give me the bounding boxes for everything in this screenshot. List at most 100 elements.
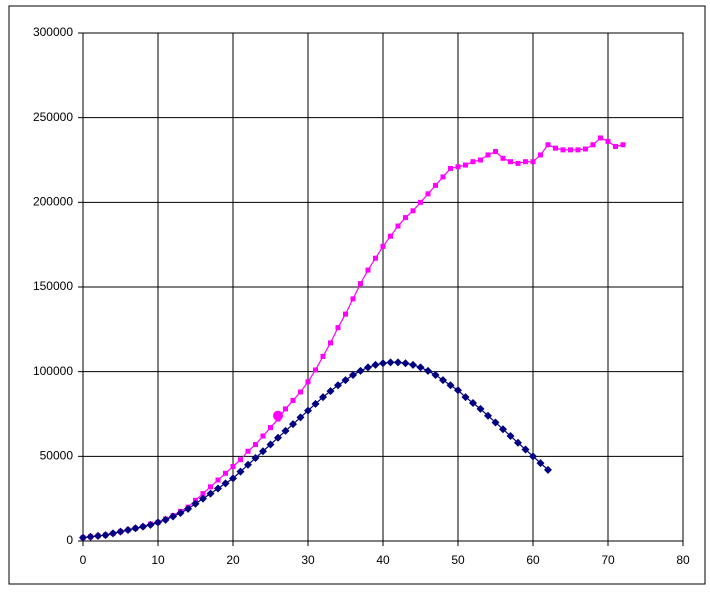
x-tick-label: 30	[301, 553, 315, 567]
marker	[358, 281, 363, 287]
marker	[544, 465, 552, 474]
marker	[469, 398, 477, 407]
marker	[514, 438, 522, 447]
marker	[401, 359, 410, 368]
marker	[251, 454, 260, 463]
marker	[215, 477, 221, 483]
marker	[253, 441, 258, 447]
x-tick-label: 10	[151, 553, 165, 567]
marker	[418, 199, 423, 205]
marker	[373, 255, 378, 261]
marker	[536, 459, 545, 468]
x-tick-label: 60	[526, 553, 540, 567]
marker	[583, 146, 588, 152]
marker	[101, 531, 110, 540]
marker	[560, 147, 566, 153]
marker	[499, 425, 507, 434]
marker	[109, 529, 117, 538]
marker	[448, 165, 453, 171]
marker	[191, 499, 200, 508]
marker	[86, 532, 95, 541]
marker	[424, 366, 432, 375]
marker	[343, 311, 348, 317]
marker	[206, 489, 215, 498]
marker	[320, 353, 326, 359]
marker	[230, 463, 236, 469]
marker	[268, 425, 273, 431]
marker	[94, 531, 102, 540]
marker	[350, 296, 356, 302]
y-tick-label: 300000	[33, 25, 73, 39]
marker	[298, 389, 303, 395]
marker	[214, 484, 222, 493]
marker	[440, 174, 446, 180]
marker	[575, 147, 581, 153]
marker	[508, 159, 513, 165]
marker	[283, 406, 288, 412]
marker	[410, 208, 416, 214]
marker	[463, 162, 468, 168]
y-tick-label: 200000	[33, 195, 73, 209]
marker	[529, 452, 537, 461]
marker	[223, 470, 228, 476]
marker	[238, 457, 243, 463]
plot-border	[82, 32, 684, 542]
marker	[598, 135, 603, 141]
marker	[470, 159, 476, 165]
marker	[245, 448, 251, 454]
marker	[319, 393, 327, 402]
marker	[590, 142, 596, 148]
marker	[365, 267, 371, 273]
marker	[124, 525, 132, 534]
marker	[334, 381, 342, 390]
marker	[386, 358, 395, 367]
marker	[116, 527, 125, 536]
marker	[380, 243, 386, 249]
marker	[568, 147, 573, 153]
marker	[169, 512, 177, 521]
x-tick-label: 0	[80, 553, 87, 567]
marker	[530, 159, 536, 165]
marker	[439, 376, 447, 385]
marker	[605, 138, 611, 144]
marker	[313, 367, 318, 373]
marker	[620, 142, 626, 148]
marker	[161, 515, 170, 524]
marker	[349, 371, 357, 380]
marker	[304, 406, 312, 415]
marker	[176, 509, 185, 518]
marker	[326, 387, 335, 396]
marker	[328, 340, 333, 346]
marker	[454, 386, 462, 395]
marker	[290, 397, 296, 403]
marker	[341, 376, 350, 385]
marker	[545, 142, 551, 148]
marker	[356, 366, 365, 375]
marker	[431, 371, 440, 380]
marker	[478, 157, 483, 163]
marker	[311, 399, 320, 408]
marker	[305, 379, 311, 385]
marker	[455, 164, 461, 170]
marker	[523, 159, 528, 165]
chart-border	[8, 5, 706, 585]
x-tick-label: 20	[226, 553, 240, 567]
marker	[395, 223, 401, 229]
marker	[425, 191, 431, 197]
marker	[379, 359, 387, 368]
marker	[199, 494, 207, 503]
marker	[521, 445, 530, 454]
marker	[484, 411, 492, 420]
marker	[371, 360, 380, 369]
x-tick-label: 70	[601, 553, 615, 567]
marker	[409, 360, 417, 369]
marker	[236, 467, 245, 476]
marker	[154, 518, 162, 527]
marker	[394, 358, 402, 367]
y-tick-label: 0	[66, 533, 73, 547]
x-tick-label: 80	[676, 553, 690, 567]
marker	[388, 233, 393, 239]
y-tick-label: 250000	[33, 110, 73, 124]
marker	[289, 420, 297, 429]
marker	[416, 363, 425, 372]
